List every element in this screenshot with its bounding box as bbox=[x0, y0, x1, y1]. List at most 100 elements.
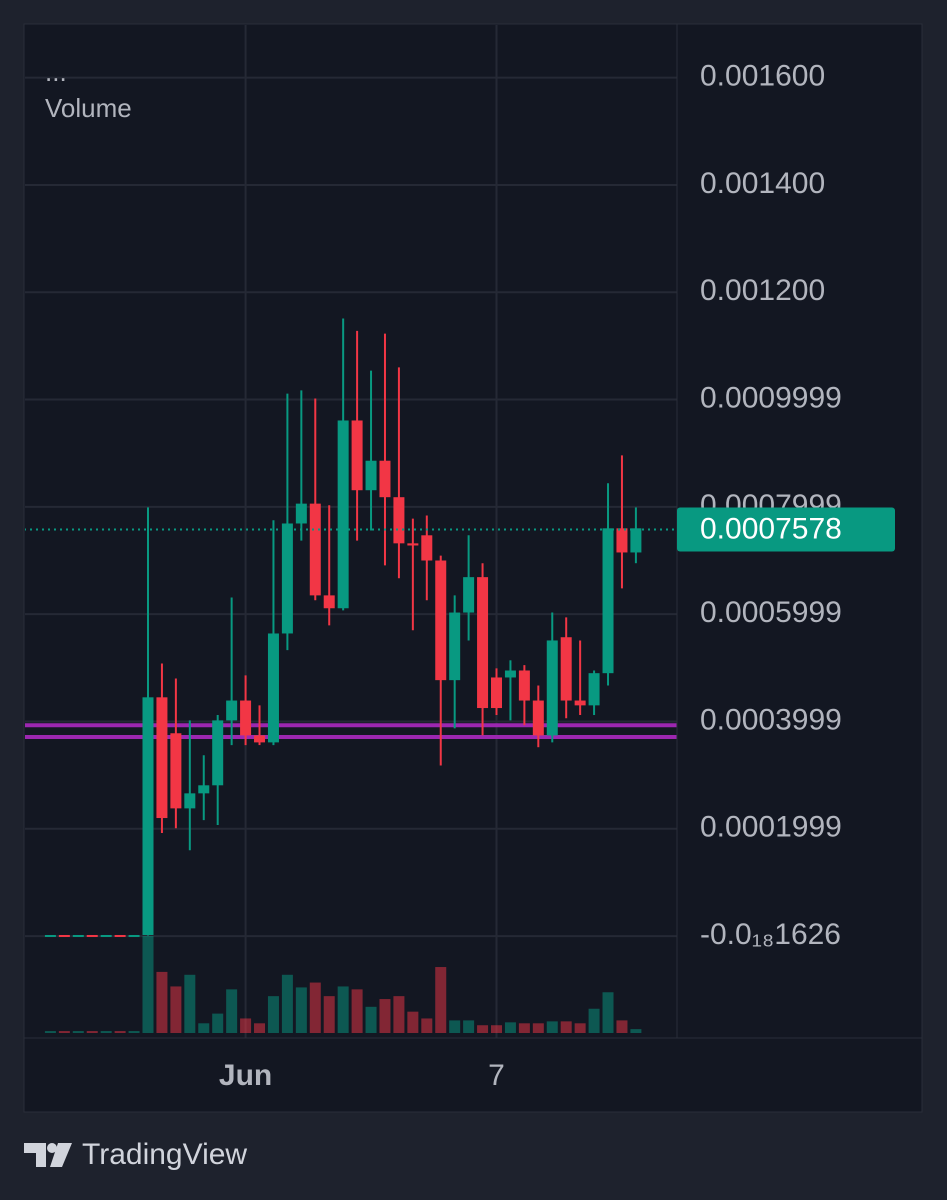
y-tick-label: 0.0005999 bbox=[700, 596, 842, 629]
candle-body bbox=[449, 612, 461, 681]
candle-body bbox=[574, 700, 586, 706]
candle-body bbox=[72, 934, 84, 937]
candle-body bbox=[184, 793, 196, 809]
x-tick-label: 7 bbox=[488, 1059, 505, 1092]
volume-bar bbox=[198, 1023, 210, 1033]
volume-bar bbox=[616, 1020, 628, 1033]
volume-legend: Volume bbox=[45, 93, 132, 123]
volume-bar bbox=[379, 999, 391, 1033]
volume-bar bbox=[574, 1023, 586, 1033]
candle-body bbox=[267, 633, 279, 743]
candle-body bbox=[532, 700, 544, 736]
volume-bar bbox=[309, 982, 321, 1033]
volume-bar bbox=[365, 1006, 377, 1033]
y-tick-label: 0.001400 bbox=[700, 167, 825, 200]
candle-body bbox=[435, 560, 447, 681]
volume-bar bbox=[588, 1008, 600, 1033]
candle-body bbox=[86, 934, 98, 937]
volume-bar bbox=[212, 1013, 224, 1033]
volume-bar bbox=[72, 1031, 84, 1033]
last-price-label: 0.0007578 bbox=[700, 512, 842, 545]
volume-bar bbox=[240, 1018, 252, 1033]
y-tick-label: 0.0009999 bbox=[700, 381, 842, 414]
candle-body bbox=[323, 595, 335, 609]
candle-body bbox=[379, 460, 391, 498]
candle-body bbox=[281, 523, 293, 634]
candle-body bbox=[365, 460, 377, 491]
volume-bar bbox=[491, 1025, 502, 1033]
candle-body bbox=[156, 697, 168, 819]
volume-bar bbox=[337, 986, 349, 1033]
volume-bar bbox=[546, 1021, 558, 1033]
candle-body bbox=[393, 497, 405, 544]
candle-body bbox=[602, 528, 614, 674]
volume-bar bbox=[86, 1031, 98, 1033]
candle-body bbox=[337, 420, 349, 609]
volume-bar bbox=[393, 996, 405, 1033]
volume-bar bbox=[560, 1021, 572, 1033]
volume-bar bbox=[463, 1020, 475, 1033]
candle-body bbox=[128, 934, 140, 937]
last-price-tag bbox=[677, 507, 895, 552]
volume-bar bbox=[156, 971, 168, 1033]
candle-body bbox=[114, 934, 126, 937]
volume-bar bbox=[281, 974, 293, 1033]
candle-body bbox=[560, 637, 572, 701]
candle-body bbox=[309, 503, 321, 596]
candle-body bbox=[630, 528, 642, 553]
candle-body bbox=[518, 670, 530, 701]
volume-bar bbox=[267, 996, 279, 1033]
volume-bar bbox=[449, 1020, 461, 1033]
candle-body bbox=[198, 785, 210, 794]
volume-bar bbox=[435, 967, 447, 1033]
volume-bar bbox=[421, 1018, 433, 1033]
volume-bar bbox=[254, 1023, 266, 1033]
volume-bar bbox=[602, 992, 614, 1033]
volume-bar bbox=[518, 1023, 530, 1033]
volume-bar bbox=[630, 1029, 642, 1033]
candle-body bbox=[504, 670, 516, 678]
volume-bar bbox=[407, 1011, 419, 1033]
volume-bar bbox=[477, 1025, 489, 1033]
volume-bar bbox=[504, 1022, 516, 1033]
volume-bar bbox=[100, 1031, 112, 1033]
candle-body bbox=[407, 543, 419, 546]
candle-body bbox=[44, 934, 56, 937]
candle-body bbox=[546, 640, 558, 736]
candle-body bbox=[491, 677, 502, 709]
candle-body bbox=[170, 733, 182, 809]
brand: TradingView bbox=[82, 1138, 247, 1171]
tradingview-logo bbox=[24, 1143, 72, 1167]
candle-body bbox=[295, 503, 307, 524]
x-tick-label: Jun bbox=[219, 1059, 272, 1092]
candle-body bbox=[616, 528, 628, 553]
y-tick-label: 0.0001999 bbox=[700, 811, 842, 844]
volume-bar bbox=[226, 989, 238, 1033]
candle-body bbox=[254, 735, 266, 743]
chart-panel bbox=[23, 23, 923, 1113]
volume-bar bbox=[44, 1031, 56, 1033]
volume-bar bbox=[142, 936, 154, 1033]
candle-body bbox=[477, 577, 489, 709]
candle-body bbox=[421, 535, 433, 561]
volume-bar bbox=[58, 1031, 70, 1033]
volume-bar bbox=[128, 1031, 140, 1033]
y-tick-label: -0.0₁₈1626 bbox=[700, 918, 841, 951]
volume-bar bbox=[351, 989, 363, 1033]
candle-body bbox=[588, 673, 600, 706]
candle-body bbox=[240, 700, 252, 736]
legend-dots: ... bbox=[45, 57, 67, 87]
candle-body bbox=[58, 934, 70, 937]
candle-body bbox=[463, 577, 475, 613]
volume-bar bbox=[114, 1031, 126, 1033]
candle-body bbox=[212, 720, 224, 786]
y-tick-label: 0.001600 bbox=[700, 60, 825, 93]
candle-body bbox=[100, 934, 112, 937]
volume-bar bbox=[184, 974, 196, 1033]
volume-bar bbox=[532, 1023, 544, 1033]
y-tick-label: 0.001200 bbox=[700, 274, 825, 307]
volume-bar bbox=[170, 986, 182, 1033]
volume-bar bbox=[323, 996, 335, 1033]
candle-body bbox=[142, 697, 154, 935]
